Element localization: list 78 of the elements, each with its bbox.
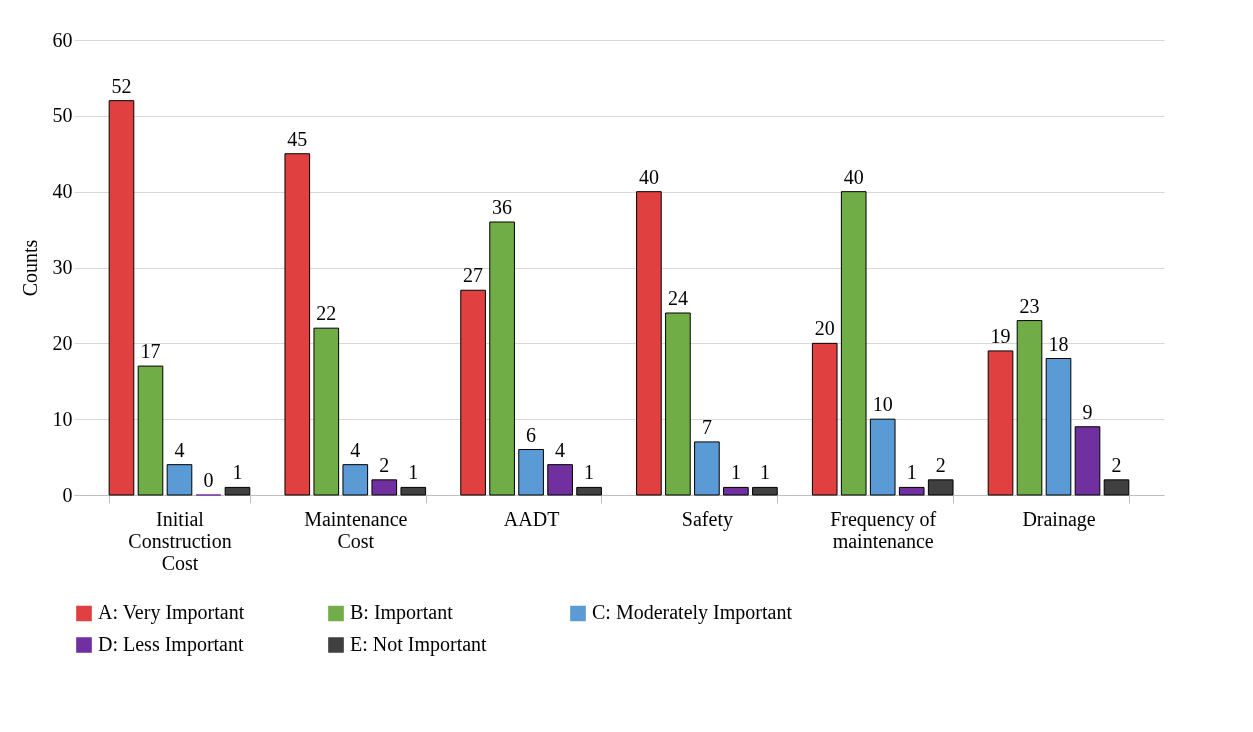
y-tick-label: 10 (52, 407, 73, 430)
data-label: 0 (203, 469, 214, 491)
data-label: 10 (872, 393, 893, 416)
y-tick-label: 60 (52, 28, 73, 51)
bar (284, 153, 311, 496)
bar (313, 327, 340, 496)
bar (987, 350, 1014, 496)
data-label: 1 (906, 461, 917, 484)
x-tick-label: Initial Construction Cost (128, 507, 232, 574)
data-label: 6 (526, 423, 537, 446)
data-label: 2 (935, 453, 946, 476)
bar (108, 100, 135, 496)
data-label: 4 (555, 438, 566, 461)
bar (752, 486, 778, 496)
bar (927, 479, 954, 496)
bar (869, 418, 896, 496)
data-label: 20 (814, 317, 835, 340)
data-label: 1 (408, 461, 419, 484)
bar (460, 289, 486, 496)
bar (694, 441, 720, 496)
data-label: 7 (701, 415, 712, 438)
data-label: 4 (350, 438, 361, 461)
data-label: 2 (1111, 453, 1122, 476)
legend-label: A: Very Important (98, 601, 245, 625)
bar (1103, 479, 1130, 496)
data-label: 19 (990, 324, 1011, 347)
x-tick-label: Maintenance Cost (304, 507, 408, 552)
data-label: 1 (759, 461, 770, 484)
y-tick-label: 40 (52, 180, 73, 203)
bar (1045, 358, 1072, 496)
data-label: 1 (232, 461, 243, 484)
legend-label: B: Important (350, 601, 454, 625)
x-tick-label: Drainage (1022, 507, 1096, 531)
bar (1016, 320, 1043, 496)
bar (371, 479, 398, 496)
data-label: 40 (638, 165, 659, 188)
data-label: 52 (111, 74, 132, 97)
bar (342, 464, 369, 496)
data-label: 40 (843, 165, 864, 188)
data-label: 22 (316, 302, 337, 325)
x-tick-label: AADT (503, 507, 560, 530)
data-label: 4 (174, 438, 185, 461)
bar (665, 312, 691, 496)
bar (400, 486, 427, 496)
data-label: 27 (463, 264, 484, 287)
y-tick-label: 30 (52, 256, 73, 278)
bar (636, 191, 662, 496)
legend-label: C: Moderately Important (592, 601, 793, 625)
y-tick-label: 20 (52, 331, 73, 354)
bar (840, 191, 867, 496)
data-label: 9 (1082, 400, 1093, 423)
data-label: 45 (287, 127, 308, 150)
data-label: 18 (1048, 332, 1069, 355)
data-label: 1 (730, 461, 741, 484)
legend-label: D: Less Important (98, 633, 244, 656)
bar (576, 486, 602, 496)
bar (224, 486, 251, 496)
bar (1074, 426, 1101, 496)
x-tick-label: Frequency of maintenance (830, 507, 937, 552)
bar (489, 221, 515, 496)
data-label: 2 (379, 453, 390, 476)
data-label: 36 (492, 196, 513, 218)
bar (137, 365, 164, 496)
x-tick-label: Safety (681, 507, 733, 531)
data-label: 17 (140, 340, 161, 363)
y-axis-title: Counts (18, 239, 41, 297)
legend-label: E: Not Important (350, 633, 488, 656)
bar (811, 342, 838, 496)
y-tick-label: 0 (62, 483, 73, 506)
bar (723, 486, 749, 496)
data-label: 24 (667, 287, 688, 309)
bar (518, 449, 544, 496)
bar (166, 464, 193, 496)
data-label: 1 (584, 461, 595, 484)
bar (547, 464, 573, 496)
bar (898, 486, 925, 496)
data-label: 23 (1019, 294, 1040, 317)
y-tick-label: 50 (52, 104, 73, 127)
